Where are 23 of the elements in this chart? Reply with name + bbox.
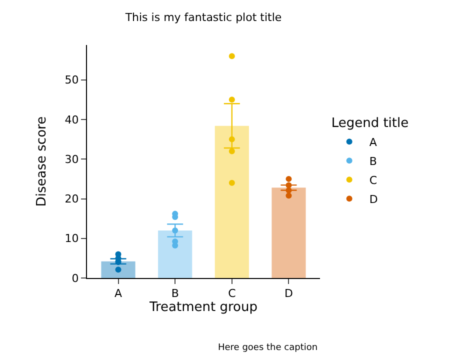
y-axis-title: Disease score [34, 116, 50, 207]
x-tick-label: A [114, 287, 122, 300]
y-tick-label: 50 [64, 74, 79, 87]
y-tick-label: 40 [64, 113, 79, 126]
bar [101, 261, 136, 278]
bar [158, 230, 192, 278]
y-tick-label: 30 [64, 152, 79, 166]
x-axis-title: Treatment group [148, 300, 258, 316]
bar [214, 126, 249, 278]
legend-label: A [369, 136, 378, 149]
y-tick-label: 10 [64, 232, 79, 246]
x-tick-label: C [228, 287, 236, 300]
y-tick-label: 0 [72, 272, 79, 285]
legend-title: Legend title [331, 116, 409, 132]
x-tick-label: B [171, 287, 179, 300]
chart-title: This is my fantastic plot title [124, 10, 282, 24]
legend-label: B [369, 154, 377, 168]
x-tick-label: D [284, 287, 293, 300]
legend-label: D [369, 192, 378, 206]
y-tick-label: 20 [64, 192, 79, 206]
bar [272, 188, 306, 278]
text: Here goes the caption [218, 343, 318, 353]
legend-label: C [369, 174, 378, 187]
